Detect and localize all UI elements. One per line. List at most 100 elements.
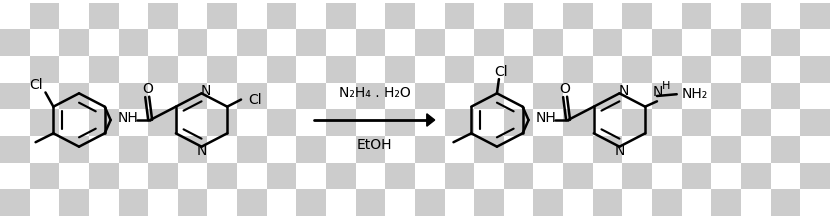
Bar <box>622 189 652 216</box>
Bar <box>504 163 534 189</box>
Bar <box>89 136 119 163</box>
Bar <box>563 109 593 136</box>
Bar <box>178 189 208 216</box>
Text: O: O <box>559 82 570 96</box>
Bar <box>563 136 593 163</box>
Bar <box>89 163 119 189</box>
Bar <box>119 83 149 109</box>
Bar <box>652 189 681 216</box>
Bar <box>652 29 681 56</box>
Bar <box>711 189 741 216</box>
Bar <box>266 83 296 109</box>
Bar <box>208 29 237 56</box>
Bar <box>681 29 711 56</box>
Bar <box>326 136 356 163</box>
Bar <box>800 189 830 216</box>
Bar <box>89 83 119 109</box>
Bar <box>208 56 237 83</box>
Bar <box>474 29 504 56</box>
Bar <box>0 109 30 136</box>
Bar <box>89 29 119 56</box>
Text: Cl: Cl <box>29 78 42 92</box>
Bar <box>711 109 741 136</box>
Bar <box>178 56 208 83</box>
Text: NH: NH <box>118 111 139 125</box>
Bar <box>415 163 445 189</box>
Bar <box>149 56 178 83</box>
Bar <box>30 163 59 189</box>
Bar <box>178 109 208 136</box>
Bar <box>385 136 415 163</box>
Bar <box>652 163 681 189</box>
Bar <box>800 56 830 83</box>
Bar <box>711 136 741 163</box>
Bar <box>415 136 445 163</box>
Bar <box>237 163 266 189</box>
Bar <box>119 136 149 163</box>
Bar <box>208 163 237 189</box>
Bar <box>0 163 30 189</box>
Bar <box>89 56 119 83</box>
Bar <box>326 163 356 189</box>
Bar <box>741 189 770 216</box>
Bar <box>504 83 534 109</box>
Bar <box>30 3 59 29</box>
Bar <box>356 83 385 109</box>
Bar <box>296 83 326 109</box>
Bar <box>326 3 356 29</box>
Bar <box>385 56 415 83</box>
Bar <box>445 136 474 163</box>
Bar <box>356 163 385 189</box>
Bar <box>119 3 149 29</box>
Bar <box>474 189 504 216</box>
Bar <box>741 163 770 189</box>
Bar <box>356 3 385 29</box>
Bar <box>445 189 474 216</box>
Bar <box>208 189 237 216</box>
Bar <box>593 83 622 109</box>
Bar <box>266 163 296 189</box>
Bar <box>681 109 711 136</box>
Bar <box>622 3 652 29</box>
Bar <box>593 3 622 29</box>
Bar <box>800 163 830 189</box>
Bar <box>563 3 593 29</box>
Bar <box>119 163 149 189</box>
Bar <box>149 83 178 109</box>
Bar <box>178 136 208 163</box>
Bar <box>59 189 89 216</box>
Bar <box>593 189 622 216</box>
Bar <box>178 163 208 189</box>
Bar <box>30 56 59 83</box>
Bar <box>296 109 326 136</box>
Text: O: O <box>142 82 153 96</box>
Bar <box>741 29 770 56</box>
Bar <box>178 3 208 29</box>
Bar <box>770 83 800 109</box>
Text: N: N <box>618 84 628 98</box>
Bar <box>681 3 711 29</box>
Bar <box>445 109 474 136</box>
Bar <box>504 56 534 83</box>
Bar <box>30 136 59 163</box>
Bar <box>652 83 681 109</box>
Bar <box>681 83 711 109</box>
Bar <box>208 83 237 109</box>
Bar <box>385 83 415 109</box>
Bar <box>534 29 563 56</box>
Bar <box>266 136 296 163</box>
Text: N: N <box>652 86 663 99</box>
Bar <box>681 136 711 163</box>
Bar <box>741 3 770 29</box>
Bar <box>296 29 326 56</box>
Bar <box>59 3 89 29</box>
Bar <box>474 136 504 163</box>
Bar <box>415 109 445 136</box>
Bar <box>770 29 800 56</box>
Bar <box>0 189 30 216</box>
Bar <box>385 109 415 136</box>
Bar <box>741 83 770 109</box>
Bar <box>266 29 296 56</box>
Bar <box>385 163 415 189</box>
Bar <box>149 189 178 216</box>
